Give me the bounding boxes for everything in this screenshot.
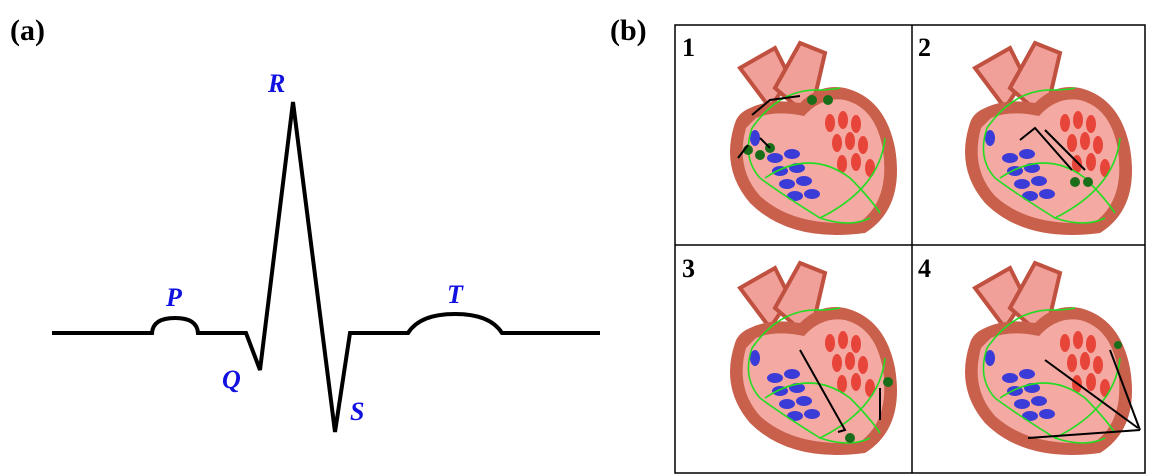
step-number: 4 <box>918 254 931 283</box>
wave-label: T <box>447 280 464 309</box>
step-number: 3 <box>682 254 695 283</box>
step-number: 1 <box>682 33 695 62</box>
wave-label: S <box>350 397 364 426</box>
figure: (a) P Q R S T (b) 1 2 3 4 <box>0 0 1155 476</box>
wave-label: P <box>165 283 183 312</box>
wave-label: R <box>267 69 285 98</box>
step-number: 2 <box>918 33 931 62</box>
heart-grid <box>675 25 1145 473</box>
panel-label: (a) <box>10 14 45 47</box>
ecg-trace <box>52 102 600 432</box>
panel-label: (b) <box>610 14 647 47</box>
wave-label: Q <box>222 365 241 394</box>
